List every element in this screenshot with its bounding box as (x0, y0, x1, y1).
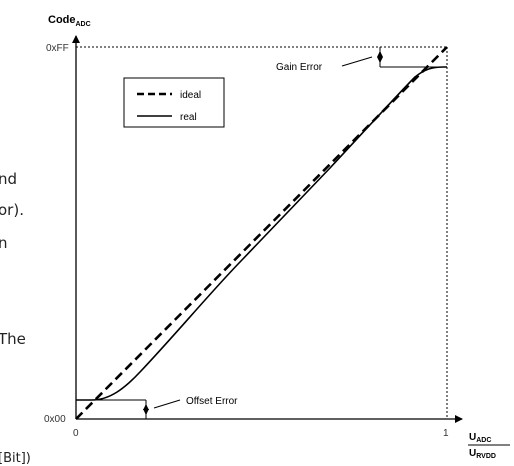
x-axis-label-denominator: URVDD (469, 448, 496, 460)
background-text-line: or). (0, 201, 24, 219)
y-axis-label: CodeADC (48, 14, 91, 28)
background-text-line: nd (0, 170, 18, 188)
gain-error-leader (341, 56, 373, 67)
gain-error-label: Gain Error (276, 62, 323, 73)
y-tick-top: 0xFF (46, 43, 69, 54)
background-text-line: The (0, 330, 26, 348)
x-tick-left: 0 (73, 428, 79, 439)
legend-real-label: real (180, 112, 197, 123)
y-tick-bottom: 0x00 (44, 414, 66, 425)
offset-error-leader (153, 399, 181, 409)
x-tick-right: 1 (443, 428, 449, 439)
background-text-line: [Bit]) (0, 451, 31, 466)
real-curve (76, 66, 447, 401)
offset-error-label: Offset Error (186, 396, 238, 407)
legend-box (123, 77, 225, 128)
legend-ideal-label: ideal (180, 90, 201, 101)
x-axis-label-numerator: UADC (469, 432, 491, 444)
background-text-line: n (0, 234, 8, 252)
